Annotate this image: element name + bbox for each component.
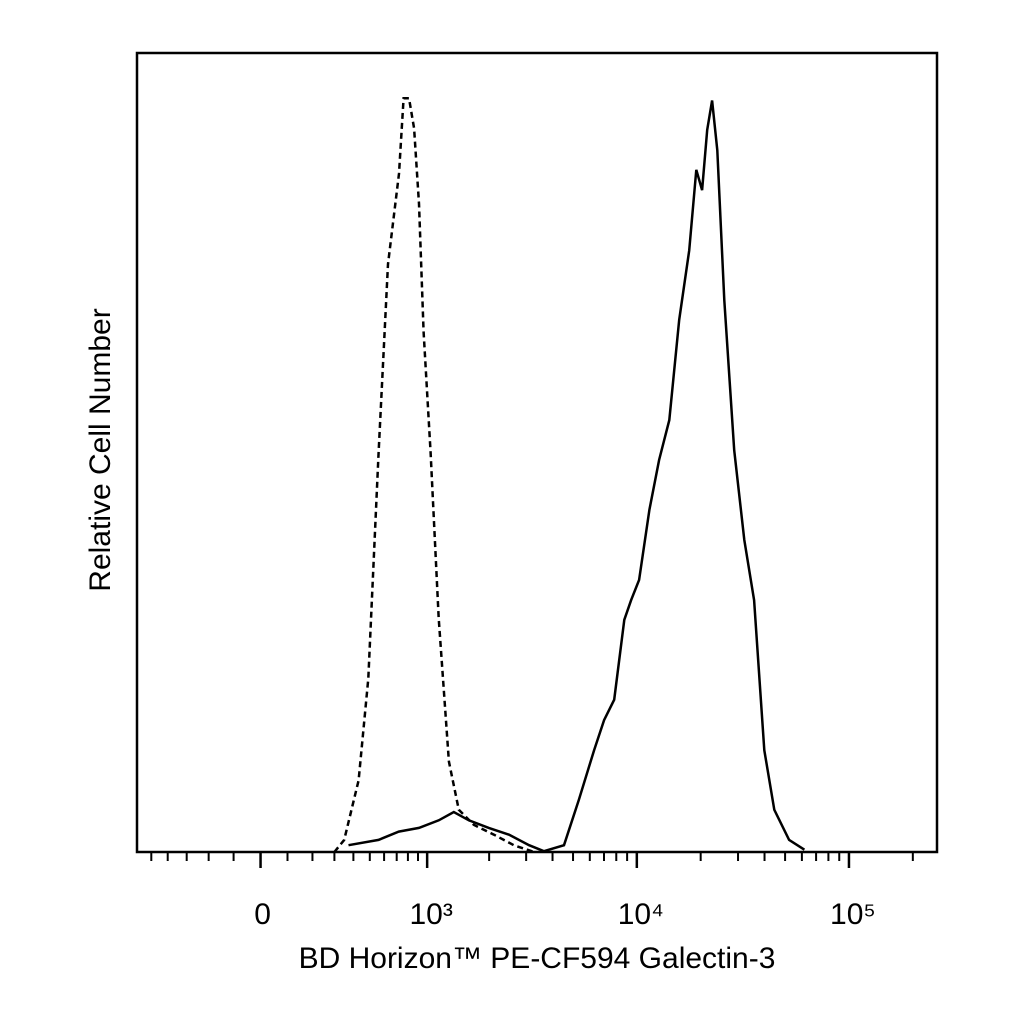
- x-tick-label: 10⁴: [618, 898, 664, 931]
- x-tick-label: 10⁵: [830, 898, 876, 931]
- histogram-line: [348, 100, 806, 853]
- y-axis-label: Relative Cell Number: [84, 308, 117, 591]
- plot-frame: [135, 51, 939, 854]
- x-tick-label: 10³: [409, 898, 452, 931]
- histogram-line: [333, 96, 535, 854]
- x-tick-label: 0: [254, 898, 271, 931]
- x-axis-label: BD Horizon™ PE-CF594 Galectin-3: [299, 942, 776, 975]
